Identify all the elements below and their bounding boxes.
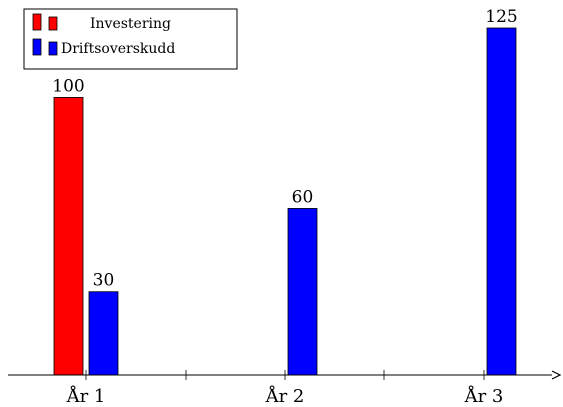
x-tick-label-r-2: År 2 <box>265 385 305 407</box>
legend-item-driftsoverskudd: Driftsoverskudd <box>32 38 175 57</box>
legend-label-driftsoverskudd: Driftsoverskudd <box>61 41 175 57</box>
bar-driftsoverskudd-r-1 <box>88 291 119 376</box>
legend: Investering Driftsoverskudd <box>23 8 238 70</box>
x-tick-label-r-3: År 3 <box>464 385 504 407</box>
legend-box <box>23 8 238 70</box>
legend-item-investering: Investering <box>32 13 171 32</box>
legend-swatch-driftsoverskudd-a <box>32 38 42 56</box>
bar-investering-r-1 <box>53 97 84 376</box>
legend-swatch-investering-a <box>32 13 42 31</box>
data-label-driftsoverskudd-r-2: 60 <box>292 187 314 207</box>
data-label-driftsoverskudd-r-3: 125 <box>485 7 517 27</box>
x-axis-arrow <box>551 370 562 380</box>
legend-label-investering: Investering <box>90 16 171 32</box>
legend-swatch-driftsoverskudd-b <box>48 41 58 56</box>
data-label-investering-r-1: 100 <box>52 76 84 96</box>
bars-group: 100 30 60 125 <box>52 7 518 376</box>
x-axis: År 1 År 2 År 3 <box>8 370 562 407</box>
legend-swatch-investering-b <box>48 16 58 31</box>
data-label-driftsoverskudd-r-1: 30 <box>93 271 115 291</box>
bar-driftsoverskudd-r-2 <box>287 208 318 376</box>
x-tick-label-r-1: År 1 <box>66 385 106 407</box>
bar-driftsoverskudd-r-3 <box>486 27 517 376</box>
